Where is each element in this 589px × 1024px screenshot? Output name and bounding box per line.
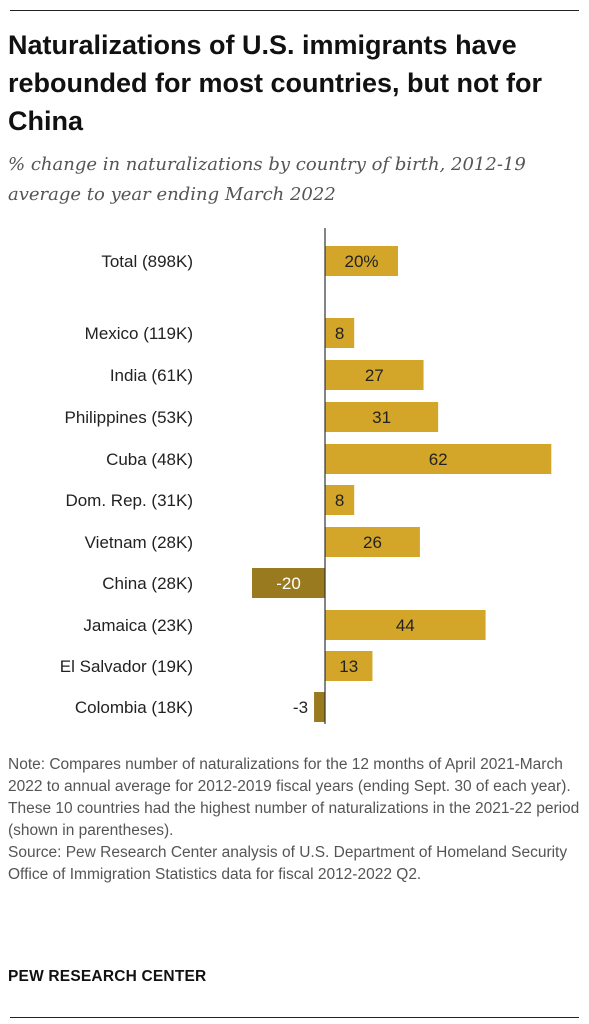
bar — [325, 651, 373, 681]
category-label: El Salvador (19K) — [60, 657, 193, 676]
value-label: 27 — [365, 366, 384, 385]
value-label: -3 — [293, 698, 308, 717]
brand-footer: PEW RESEARCH CENTER — [8, 968, 207, 985]
value-label: 20% — [344, 252, 378, 271]
value-label: -20 — [276, 574, 301, 593]
chart-subtitle: % change in naturalizations by country o… — [8, 154, 526, 205]
category-label: Jamaica (23K) — [83, 616, 193, 635]
bar — [325, 485, 355, 515]
value-label: 8 — [335, 491, 344, 510]
bar — [325, 360, 424, 390]
bar — [325, 610, 486, 640]
category-label: Colombia (18K) — [75, 698, 193, 717]
value-label: 8 — [335, 324, 344, 343]
chart-title: Naturalizations of U.S. immigrants have … — [8, 30, 542, 136]
top-rule — [10, 10, 579, 11]
category-label: Dom. Rep. (31K) — [65, 491, 193, 510]
value-label: 31 — [372, 408, 391, 427]
category-label: Mexico (119K) — [85, 324, 193, 343]
value-label: 13 — [339, 657, 358, 676]
bar — [325, 246, 398, 276]
bottom-rule — [10, 1017, 579, 1018]
bar — [314, 692, 325, 722]
category-label: India (61K) — [110, 366, 193, 385]
bar — [325, 527, 420, 557]
bar-chart: Total (898K) 20% Mexico (119K) 8 India (61K)… — [60, 228, 552, 724]
category-label: Total (898K) — [101, 252, 193, 271]
notes: Note: Compares number of naturalizations… — [8, 754, 583, 886]
value-label: 62 — [429, 450, 448, 469]
category-label: Vietnam (28K) — [85, 533, 193, 552]
category-label: Philippines (53K) — [64, 408, 193, 427]
bar — [325, 444, 552, 474]
value-label: 44 — [396, 616, 415, 635]
note-text: Note: Compares number of naturalizations… — [8, 756, 580, 839]
bar — [252, 568, 325, 598]
value-label: 26 — [363, 533, 382, 552]
category-label: Cuba (48K) — [106, 450, 193, 469]
category-label: China (28K) — [102, 574, 193, 593]
source-text: Source: Pew Research Center analysis of … — [8, 844, 568, 883]
bar — [325, 318, 355, 348]
bar — [325, 402, 439, 432]
